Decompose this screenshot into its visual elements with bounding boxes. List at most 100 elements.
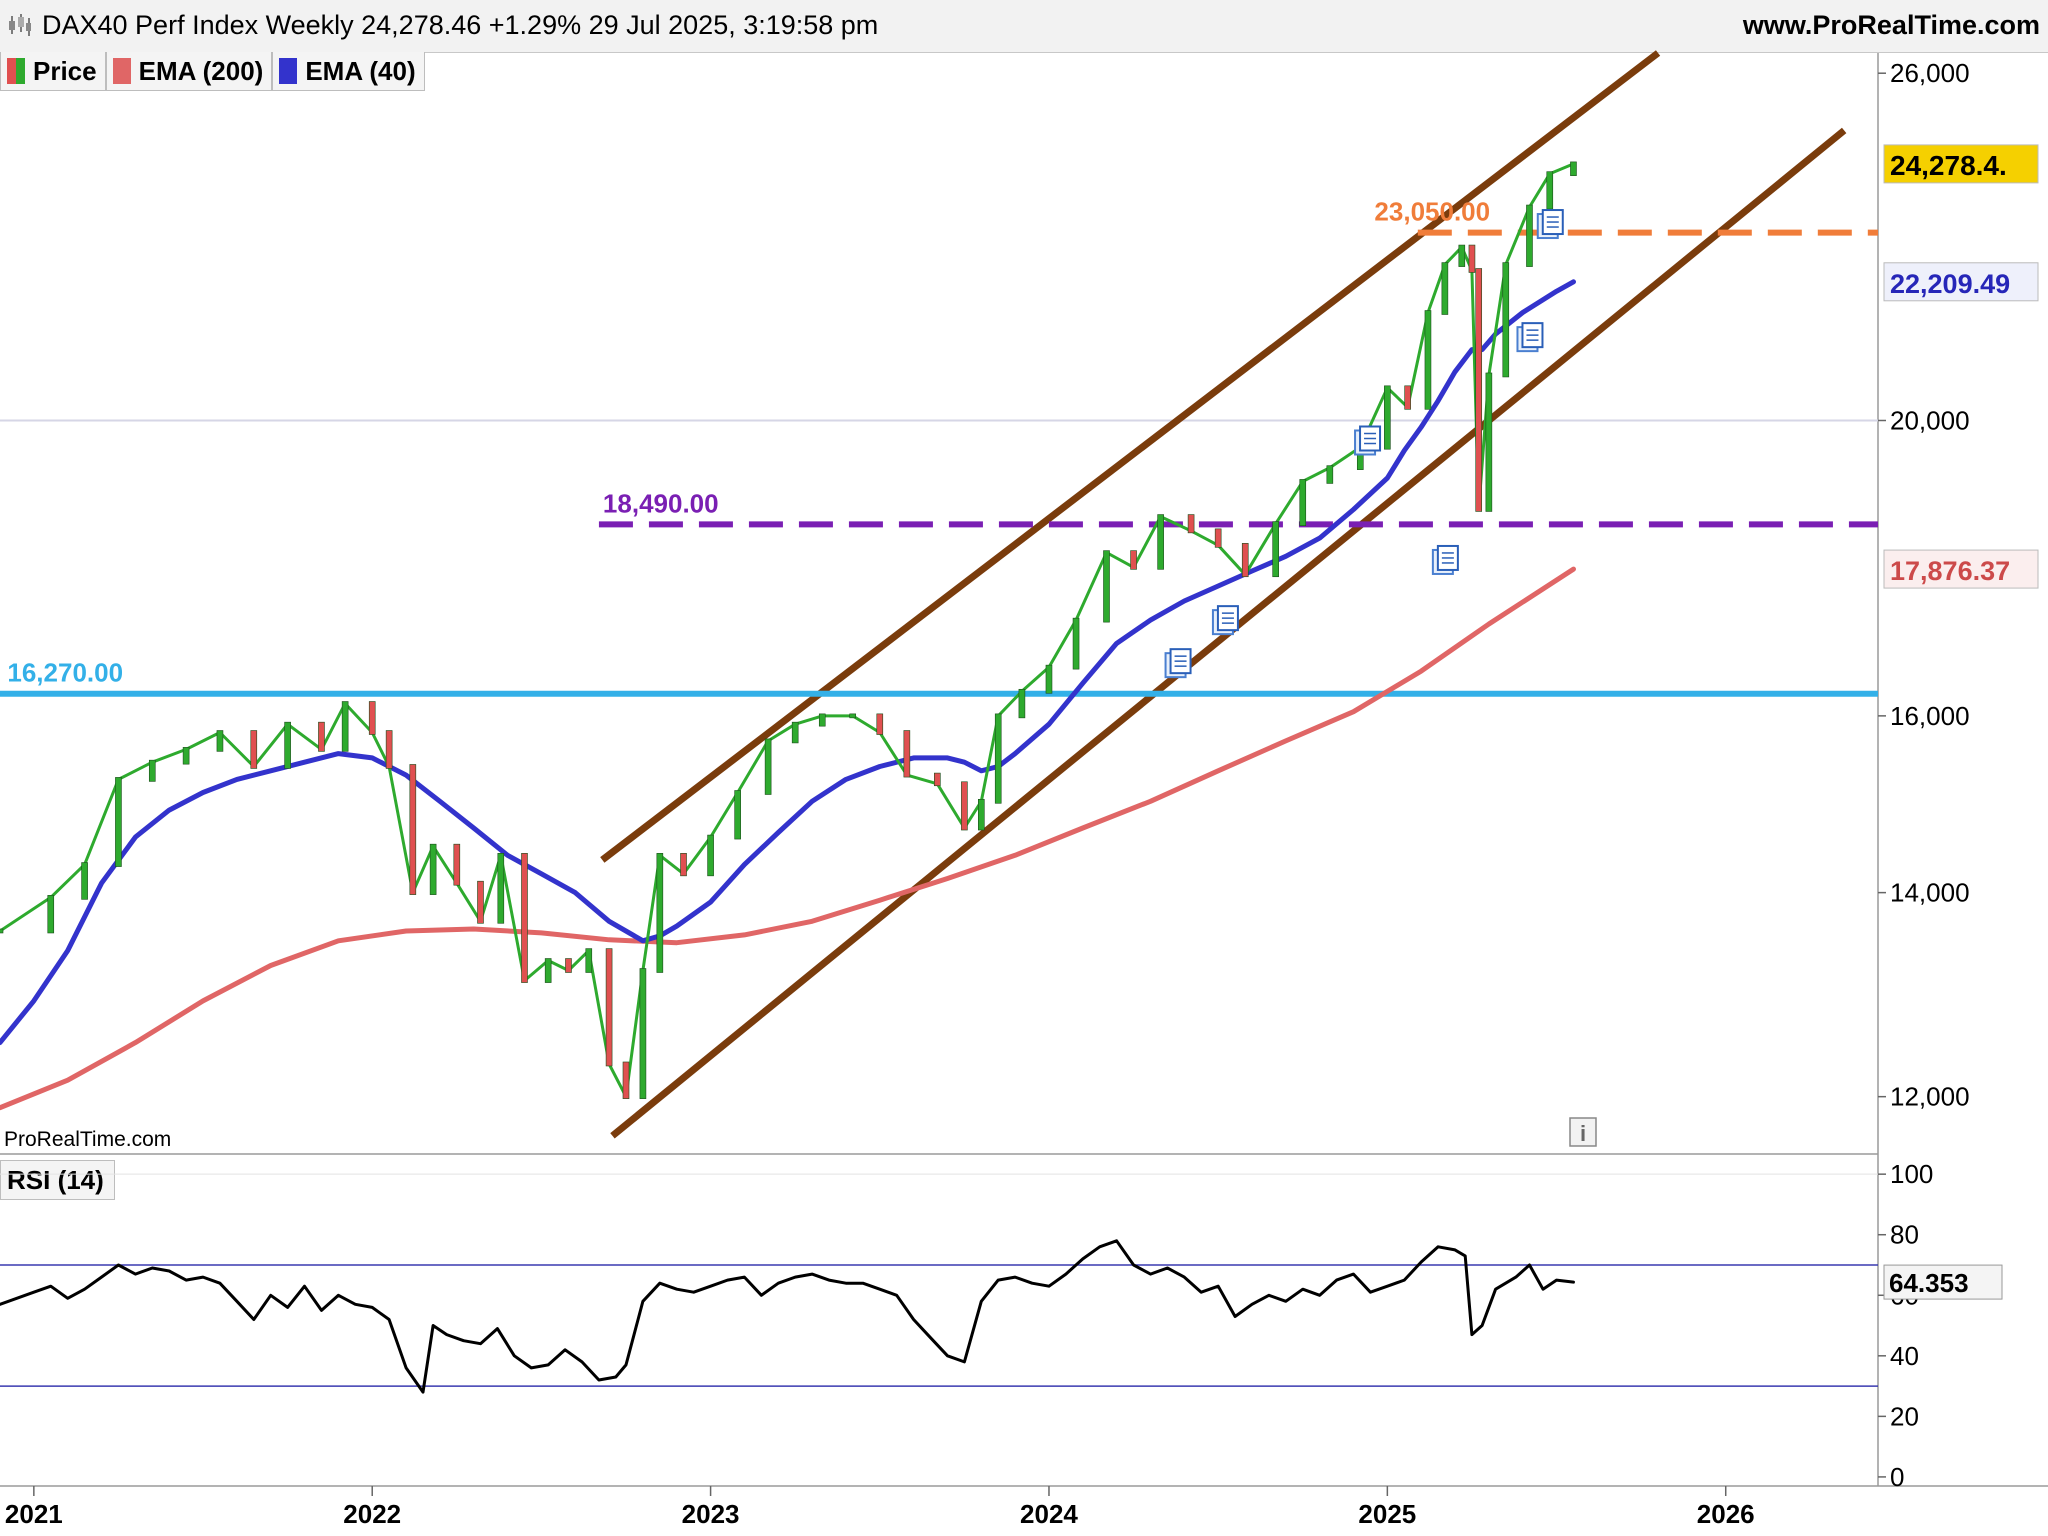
resistance-23050-label: 23,050.00: [1374, 197, 1490, 227]
news-doc-icon: [1431, 544, 1459, 575]
price-badge-0: [1883, 144, 2039, 184]
legend-ema200-label: EMA (200): [138, 55, 264, 86]
news-doc-icon-back: [1164, 652, 1187, 679]
price-point: [1502, 262, 1510, 378]
price-point: [1468, 244, 1476, 273]
legend-rsi-label: RSI (14): [7, 1164, 104, 1195]
candlestick-icon: [9, 14, 31, 36]
price-point: [1441, 262, 1449, 315]
news-doc-icon-front: [1436, 544, 1459, 571]
news-doc-icon-back: [1211, 609, 1234, 636]
price-point: [764, 738, 772, 795]
price-point: [1424, 310, 1432, 410]
price-point: [0, 928, 4, 934]
price-point: [1546, 171, 1554, 210]
price-point: [934, 772, 941, 787]
price-point: [818, 713, 826, 727]
legend-ema200[interactable]: EMA (200): [105, 52, 273, 91]
price-point: [1018, 688, 1026, 719]
time-tick-label: 2023: [682, 1499, 740, 1529]
legend-ema40-swatch: [279, 58, 298, 84]
price-point: [47, 895, 55, 934]
price-badge-2: [1883, 549, 2039, 589]
price-point: [1157, 514, 1164, 570]
price-tick-label: 16,000: [1890, 701, 1970, 731]
price-point: [521, 853, 528, 983]
watermark: ProRealTime.com: [4, 1128, 172, 1151]
price-point: [994, 713, 1002, 804]
info-icon: i: [1569, 1117, 1597, 1147]
price-point: [409, 764, 417, 895]
price-tick-label: 26,000: [1890, 58, 1970, 88]
price-point: [1404, 385, 1411, 410]
price-point: [148, 759, 156, 782]
site-url[interactable]: www.ProRealTime.com: [1742, 10, 2040, 40]
legend-ema40[interactable]: EMA (40): [272, 52, 425, 91]
channel-line-upper: [600, 50, 1661, 863]
price-point: [318, 721, 325, 752]
price-point: [977, 798, 985, 831]
support-16270-label: 16,270.00: [7, 658, 123, 688]
price-point: [1272, 521, 1279, 578]
legend-price-swatch: [7, 58, 25, 84]
legend-ema40-label: EMA (40): [305, 55, 416, 86]
price-point: [453, 843, 461, 886]
price-point: [707, 834, 714, 877]
price-point: [734, 790, 741, 840]
rsi-tick-label: 40: [1890, 1341, 1919, 1371]
legend-price[interactable]: Price: [0, 52, 106, 91]
price-point: [1187, 514, 1195, 534]
info-icon-glyph: i: [1580, 1121, 1586, 1146]
price-point: [565, 958, 572, 973]
news-doc-icon-back: [1536, 213, 1559, 240]
price-point: [1326, 465, 1334, 484]
news-doc-icon-front: [1541, 209, 1564, 236]
price-point: [1214, 528, 1222, 548]
ema40-line: [0, 279, 1576, 1046]
price-point: [622, 1061, 630, 1099]
legend-ema200-swatch: [112, 58, 131, 84]
price-line: [0, 162, 1575, 1099]
time-tick-label: 2021: [5, 1499, 63, 1529]
news-doc-icon-front: [1521, 322, 1544, 349]
rsi-tick-label: 100: [1890, 1159, 1933, 1189]
price-point: [284, 721, 291, 769]
rsi-tick-label: 80: [1890, 1220, 1919, 1250]
price-point: [961, 781, 968, 831]
news-doc-icon: [1516, 322, 1544, 353]
price-point: [1475, 268, 1483, 512]
news-doc-icon: [1354, 425, 1382, 456]
price-point: [1072, 617, 1080, 670]
time-axis-bg: [0, 1487, 2048, 1536]
price-badge-label-1: 22,209.49: [1890, 269, 2010, 299]
time-tick-label: 2026: [1697, 1499, 1755, 1529]
price-point: [605, 948, 613, 1067]
price-point: [1356, 444, 1364, 470]
ema200-line: [0, 566, 1576, 1111]
price-point: [876, 713, 884, 735]
news-doc-icon-back: [1516, 326, 1539, 353]
channel-line-lower: [610, 127, 1847, 1139]
price-point: [791, 721, 799, 744]
price-badge-label-2: 17,876.37: [1890, 556, 2010, 586]
price-point: [1526, 204, 1533, 267]
price-point: [429, 843, 437, 895]
news-doc-icon-back: [1431, 548, 1454, 575]
price-point: [115, 777, 122, 867]
price-point: [497, 853, 505, 924]
price-point: [1103, 550, 1110, 623]
price-badge-label-0: 24,278.4.: [1890, 150, 2007, 181]
info-icon-box: [1569, 1117, 1597, 1147]
price-point: [81, 862, 88, 900]
price-point: [216, 730, 224, 752]
price-tick-label: 14,000: [1890, 878, 1970, 908]
news-doc-icon: [1211, 605, 1239, 636]
price-badge-1: [1883, 262, 2039, 302]
price-point: [1241, 543, 1249, 578]
news-doc-icon: [1536, 209, 1564, 240]
legend-rsi[interactable]: RSI (14): [0, 1160, 115, 1200]
price-point: [903, 730, 911, 778]
time-tick-label: 2022: [343, 1499, 401, 1529]
news-doc-icon: [1164, 648, 1192, 679]
